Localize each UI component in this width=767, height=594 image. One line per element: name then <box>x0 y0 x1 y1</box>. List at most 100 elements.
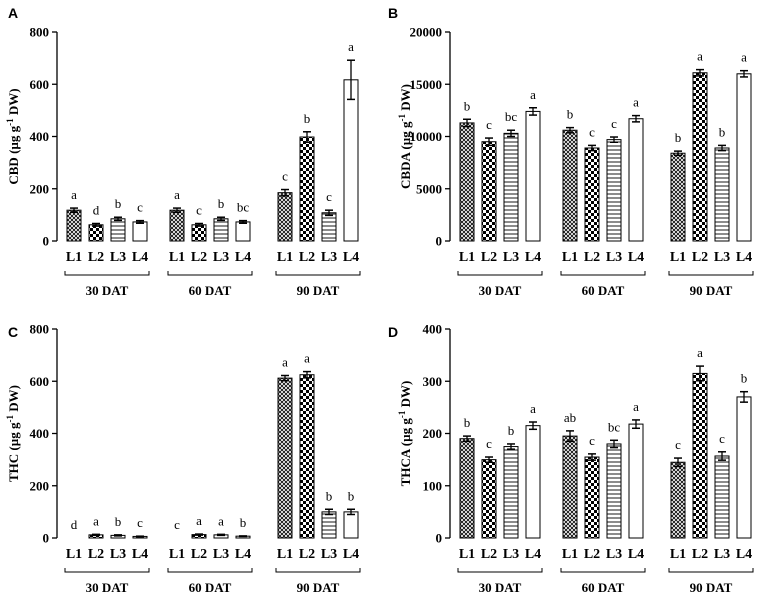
significance-letter: c <box>719 431 725 446</box>
group-bracket <box>167 271 253 276</box>
bar <box>606 139 622 242</box>
x-tick-label: L1 <box>459 547 475 562</box>
x-tick-label: L2 <box>88 547 104 562</box>
group-label: 60 DAT <box>189 580 232 594</box>
y-axis-label: CBDA (µg g-1 DW) <box>397 84 413 189</box>
bar <box>584 456 600 539</box>
group-bracket <box>668 568 754 573</box>
x-tick-label: L2 <box>481 250 497 265</box>
bar <box>277 192 293 242</box>
x-tick-label: L2 <box>299 250 315 265</box>
significance-letter: a <box>697 345 703 360</box>
significance-letter: bc <box>237 200 250 215</box>
x-tick-label: L2 <box>88 250 104 265</box>
group-label: 30 DAT <box>479 580 522 594</box>
group-bracket <box>668 271 754 276</box>
y-tick-label: 300 <box>423 374 443 389</box>
x-tick-label: L3 <box>213 547 229 562</box>
significance-letter: c <box>137 200 143 215</box>
x-tick-label: L2 <box>191 250 207 265</box>
bar <box>562 435 578 539</box>
significance-letter: c <box>282 169 288 184</box>
bar <box>481 141 497 242</box>
y-tick-label: 0 <box>436 234 443 249</box>
y-tick-label: 200 <box>30 181 50 196</box>
bar <box>343 79 359 242</box>
x-tick-label: L4 <box>343 250 359 265</box>
significance-letter: b <box>567 107 574 122</box>
x-tick-label: L1 <box>66 250 82 265</box>
significance-letter: a <box>348 39 354 54</box>
significance-letter: c <box>675 437 681 452</box>
group-label: 30 DAT <box>86 283 129 298</box>
bar <box>525 425 541 539</box>
group-bracket <box>275 568 361 573</box>
x-tick-label: L4 <box>628 547 644 562</box>
bar <box>132 221 148 242</box>
x-tick-label: L3 <box>321 250 337 265</box>
significance-letter: c <box>486 117 492 132</box>
bar <box>299 374 315 539</box>
x-tick-label: L3 <box>321 547 337 562</box>
significance-letter: c <box>611 116 617 131</box>
bar <box>481 459 497 539</box>
y-tick-label: 800 <box>30 322 50 337</box>
bar <box>88 224 104 242</box>
group-label: 30 DAT <box>86 580 129 594</box>
significance-letter: a <box>633 95 639 110</box>
bar <box>503 132 519 242</box>
panel-letter: A <box>8 5 18 21</box>
group-bracket <box>560 568 646 573</box>
group-label: 90 DAT <box>690 283 733 298</box>
y-axis-label: THCA (µg g-1 DW) <box>397 381 413 487</box>
x-tick-label: L3 <box>213 250 229 265</box>
x-tick-label: L1 <box>277 250 293 265</box>
x-tick-label: L4 <box>525 547 541 562</box>
significance-letter: a <box>697 49 703 64</box>
x-tick-label: L2 <box>584 250 600 265</box>
x-tick-label: L2 <box>481 547 497 562</box>
significance-letter: b <box>115 514 122 529</box>
x-tick-label: L4 <box>736 250 752 265</box>
significance-letter: c <box>589 124 595 139</box>
bar <box>277 377 293 539</box>
group-bracket <box>64 271 150 276</box>
significance-letter: a <box>633 399 639 414</box>
x-tick-label: L1 <box>562 250 578 265</box>
x-tick-label: L4 <box>628 250 644 265</box>
group-bracket <box>560 271 646 276</box>
bar <box>343 511 359 539</box>
x-tick-label: L4 <box>525 250 541 265</box>
bar <box>503 446 519 539</box>
bar <box>736 396 752 539</box>
significance-letter: c <box>196 202 202 217</box>
significance-letter: ab <box>564 410 576 425</box>
significance-letter: b <box>464 98 471 113</box>
y-tick-label: 400 <box>423 322 443 337</box>
bar <box>169 209 185 242</box>
y-tick-label: 600 <box>30 374 50 389</box>
significance-letter: b <box>326 488 333 503</box>
y-tick-label: 400 <box>30 129 50 144</box>
group-label: 60 DAT <box>582 580 625 594</box>
significance-letter: b <box>719 124 726 139</box>
y-tick-label: 200 <box>423 426 443 441</box>
group-bracket <box>275 271 361 276</box>
significance-letter: bc <box>505 109 518 124</box>
significance-letter: a <box>741 50 747 65</box>
significance-letter: bc <box>608 419 621 434</box>
bar <box>670 461 686 539</box>
significance-letter: a <box>530 87 536 102</box>
panel-a: A 0 200 400 600 800 CBD (µg g-1 DW) a L1 d L2 b L3 c L… <box>5 5 361 298</box>
significance-letter: a <box>530 401 536 416</box>
y-tick-label: 10000 <box>410 129 443 144</box>
x-tick-label: L4 <box>235 250 251 265</box>
bar <box>235 221 251 242</box>
bar <box>714 455 730 539</box>
x-tick-label: L4 <box>132 250 148 265</box>
group-label: 90 DAT <box>690 580 733 594</box>
x-tick-label: L4 <box>343 547 359 562</box>
significance-letter: a <box>196 513 202 528</box>
x-tick-label: L2 <box>299 547 315 562</box>
y-tick-label: 0 <box>43 531 50 546</box>
